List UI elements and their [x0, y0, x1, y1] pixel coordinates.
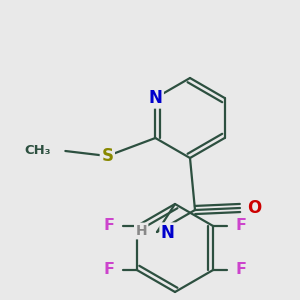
Text: F: F	[104, 218, 115, 233]
Text: CH₃: CH₃	[25, 145, 51, 158]
Text: S: S	[101, 147, 113, 165]
Text: F: F	[104, 262, 115, 278]
Text: F: F	[235, 262, 246, 278]
Text: F: F	[235, 218, 246, 233]
Text: N: N	[161, 224, 175, 242]
Text: N: N	[148, 89, 162, 107]
Text: H: H	[135, 224, 147, 238]
Text: O: O	[247, 199, 261, 217]
